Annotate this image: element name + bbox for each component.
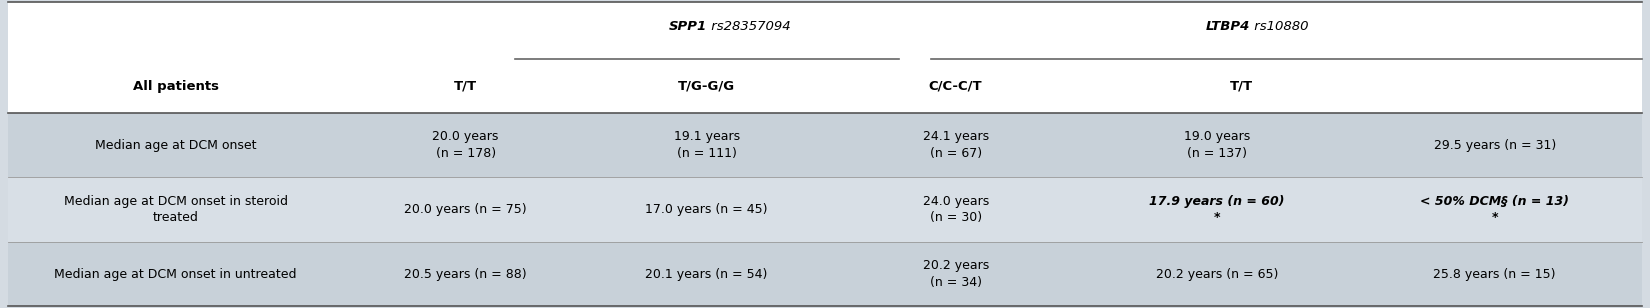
Text: T/T: T/T: [454, 80, 477, 93]
Text: Median age at DCM onset in steroid
treated: Median age at DCM onset in steroid treat…: [64, 195, 287, 225]
Text: T/G-G/G: T/G-G/G: [678, 80, 736, 93]
Text: T/T: T/T: [1229, 80, 1252, 93]
Text: All patients: All patients: [132, 80, 219, 93]
Text: C/C-C/T: C/C-C/T: [929, 80, 982, 93]
Text: SPP1: SPP1: [668, 19, 706, 33]
Bar: [8, 177, 1642, 242]
Text: 20.0 years (n = 75): 20.0 years (n = 75): [404, 203, 526, 216]
Text: 19.1 years
(n = 111): 19.1 years (n = 111): [673, 130, 739, 160]
Text: rs28357094: rs28357094: [706, 19, 790, 33]
Bar: [8, 113, 1642, 177]
Text: 29.5 years (n = 31): 29.5 years (n = 31): [1434, 139, 1556, 152]
Bar: [8, 2, 1642, 113]
Text: LTBP4: LTBP4: [1206, 19, 1249, 33]
Text: 19.0 years
(n = 137): 19.0 years (n = 137): [1185, 130, 1251, 160]
Text: 24.1 years
(n = 67): 24.1 years (n = 67): [922, 130, 988, 160]
Text: 17.9 years (n = 60)
*: 17.9 years (n = 60) *: [1150, 195, 1285, 225]
Text: Median age at DCM onset: Median age at DCM onset: [96, 139, 256, 152]
Text: 20.5 years (n = 88): 20.5 years (n = 88): [404, 268, 526, 281]
Text: 24.0 years
(n = 30): 24.0 years (n = 30): [922, 195, 988, 225]
Text: < 50% DCM§ (n = 13)
*: < 50% DCM§ (n = 13) *: [1421, 195, 1569, 225]
Text: 20.2 years
(n = 34): 20.2 years (n = 34): [922, 259, 988, 289]
Text: 20.1 years (n = 54): 20.1 years (n = 54): [645, 268, 767, 281]
Text: rs10880: rs10880: [1249, 19, 1308, 33]
Text: 25.8 years (n = 15): 25.8 years (n = 15): [1434, 268, 1556, 281]
Text: Median age at DCM onset in untreated: Median age at DCM onset in untreated: [54, 268, 297, 281]
Text: 17.0 years (n = 45): 17.0 years (n = 45): [645, 203, 767, 216]
Text: 20.0 years
(n = 178): 20.0 years (n = 178): [432, 130, 498, 160]
Bar: [8, 242, 1642, 306]
Text: 20.2 years (n = 65): 20.2 years (n = 65): [1157, 268, 1279, 281]
